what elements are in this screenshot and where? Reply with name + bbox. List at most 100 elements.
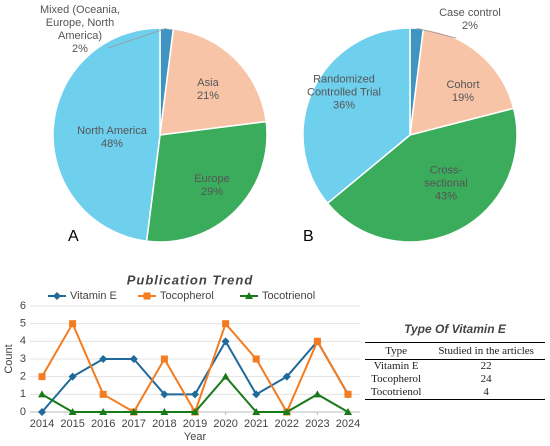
slice-value: 2% [462, 20, 478, 32]
table: Type Studied in the articles Vitamin E 22… [365, 342, 545, 400]
marker [99, 408, 108, 415]
legend-marker [245, 292, 253, 299]
header-cell: Studied in the articles [427, 342, 545, 360]
slice-value: 2% [72, 43, 88, 55]
y-tick-label: 4 [20, 335, 26, 347]
y-tick-label: 2 [20, 371, 26, 383]
marker [129, 408, 138, 415]
table-cell: Tocopherol [371, 373, 422, 385]
x-tick-label: 2017 [122, 418, 146, 430]
pie-slice [409, 28, 515, 137]
marker [222, 320, 230, 328]
slice-name: Mixed (Oceania, Europe, North America) [39, 4, 121, 42]
marker [191, 408, 199, 415]
y-axis-label: Count [3, 344, 15, 373]
chart-title: Publication Trend [127, 272, 254, 287]
slice-name: Cohort [446, 79, 480, 91]
table-cell: 4 [427, 386, 545, 400]
table-header: Type Studied in the articles [365, 342, 545, 360]
leader-line [107, 27, 167, 49]
marker [99, 390, 107, 398]
marker [252, 390, 261, 399]
marker [252, 355, 260, 363]
slice-name: Case control [439, 7, 501, 19]
marker [344, 408, 352, 415]
table-row: Tocopherol 24 [365, 373, 545, 386]
marker [160, 355, 168, 363]
table-row: Tocotrienol 4 [365, 386, 545, 400]
marker [252, 408, 261, 415]
slice-label: Case control 2% [430, 7, 510, 33]
table-cell: 22 [480, 360, 492, 372]
marker [68, 408, 77, 415]
slice-label: North America 48% [77, 125, 147, 151]
slice-label: Randomized Controlled Trial 36% [304, 74, 384, 113]
marker [38, 373, 46, 381]
pie-slice [159, 28, 267, 136]
leader-line [416, 27, 457, 39]
marker [191, 390, 199, 399]
slice-name: North America [77, 125, 147, 137]
pie-slice [52, 27, 161, 242]
y-tick-label: 3 [20, 353, 26, 365]
table-row: Vitamin E 22 [365, 360, 545, 374]
y-tick-label: 6 [20, 300, 26, 312]
x-axis-label: Year [184, 431, 207, 443]
x-tick-label: 2024 [336, 418, 360, 430]
pie-slice [302, 27, 411, 205]
legend-label: Vitamin E [70, 290, 117, 302]
slice-value: 21% [196, 90, 220, 102]
slice-value: 36% [332, 99, 356, 112]
marker [38, 408, 46, 416]
slice-value: 43% [434, 190, 458, 203]
x-tick-label: 2019 [183, 418, 207, 430]
marker [69, 320, 77, 328]
table-cell: Vitamin E [373, 360, 419, 372]
legend-label: Tocopherol [160, 290, 214, 302]
x-tick-label: 2021 [244, 418, 268, 430]
table-block: Type Of Vitamin E Type Studied in the ar… [365, 322, 545, 400]
x-tick-label: 2020 [213, 418, 237, 430]
marker [221, 337, 230, 346]
marker [313, 337, 321, 345]
table-body: Vitamin E 22 Tocopherol 24 Tocotrienol 4 [365, 360, 545, 400]
legend-marker [143, 292, 151, 300]
y-tick-label: 0 [20, 406, 26, 418]
slice-name: Randomized Controlled Trial [307, 73, 381, 99]
slice-value: 48% [100, 138, 124, 150]
panel-label: A [68, 228, 79, 245]
marker [68, 372, 77, 381]
table-cell: 24 [480, 373, 492, 385]
marker [99, 355, 108, 363]
x-tick-label: 2014 [30, 418, 54, 430]
slice-label: Europe 29% [177, 173, 247, 199]
x-tick-label: 2018 [152, 418, 176, 430]
pie-slice [145, 120, 268, 243]
slice-label: Asia 21% [173, 77, 243, 103]
slice-name: Cross-sectional [424, 164, 468, 190]
marker [38, 390, 46, 398]
marker [344, 390, 352, 398]
pie-slice [326, 107, 518, 243]
slice-value: 29% [200, 186, 224, 198]
marker [160, 408, 169, 415]
x-tick-label: 2016 [91, 418, 115, 430]
marker [160, 390, 169, 399]
x-tick-label: 2023 [305, 418, 329, 430]
y-tick-label: 1 [20, 388, 26, 400]
slice-label: Mixed (Oceania, Europe, North America) 2% [33, 4, 128, 56]
marker [129, 355, 138, 363]
header-cell: Type [365, 342, 428, 360]
x-tick-label: 2015 [60, 418, 84, 430]
panel-label: B [303, 228, 314, 245]
marker [282, 372, 291, 381]
slice-label: Cohort 19% [428, 79, 498, 105]
table-title: Type Of Vitamin E [404, 322, 506, 336]
x-tick-label: 2022 [275, 418, 299, 430]
slice-name: Asia [197, 77, 219, 89]
y-tick-label: 5 [20, 318, 26, 330]
marker [221, 372, 230, 380]
slice-name: Europe [194, 173, 230, 185]
